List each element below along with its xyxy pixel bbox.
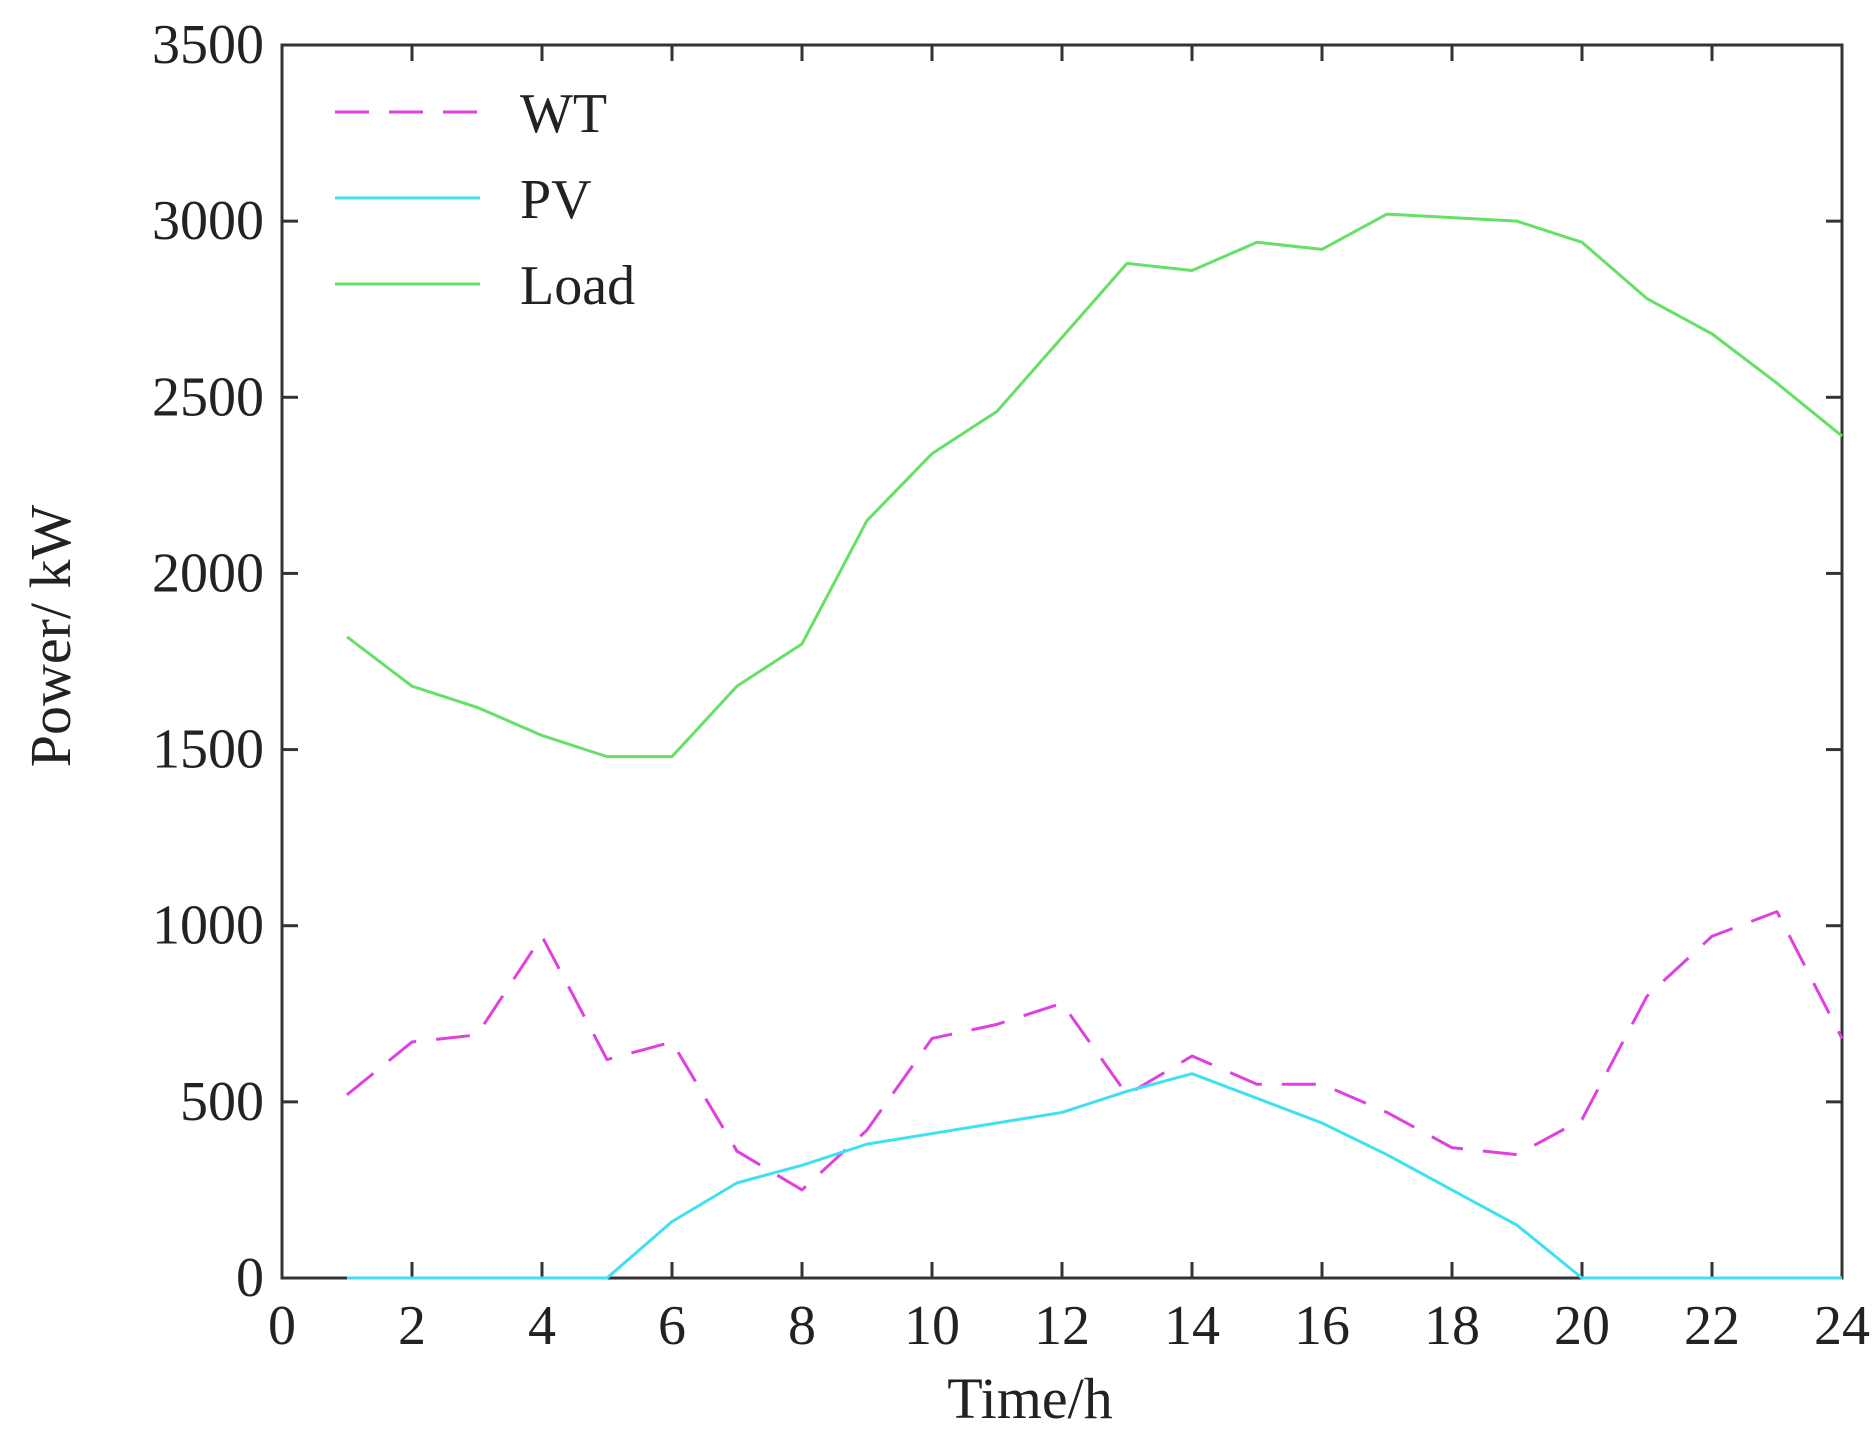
plot-frame — [280, 43, 1844, 1280]
x-tick-label: 6 — [658, 1295, 686, 1357]
y-tick-label: 0 — [236, 1247, 264, 1309]
x-axis: 0 2 4 6 8 10 12 14 16 18 20 22 24 — [268, 45, 1870, 1357]
x-tick-label: 10 — [904, 1295, 960, 1357]
x-tick-label: 14 — [1164, 1295, 1220, 1357]
y-tick-label: 1000 — [152, 895, 264, 957]
series-line-wt — [346, 910, 1844, 1192]
x-tick-label: 8 — [788, 1295, 816, 1357]
y-tick-label: 3000 — [152, 190, 264, 252]
series-line-pv — [347, 1072, 1842, 1280]
y-tick-label: 3500 — [152, 14, 264, 76]
y-axis-label: Power/ kW — [18, 504, 83, 767]
legend-label-wt: WT — [520, 83, 607, 145]
y-tick-label: 2000 — [152, 542, 264, 604]
y-tick-label: 2500 — [152, 366, 264, 428]
x-tick-label: 4 — [528, 1295, 556, 1357]
x-tick-label: 24 — [1814, 1295, 1870, 1357]
x-axis-label: Time/h — [947, 1366, 1112, 1431]
x-tick-label: 20 — [1554, 1295, 1610, 1357]
x-tick-label: 22 — [1684, 1295, 1740, 1357]
x-tick-label: 16 — [1294, 1295, 1350, 1357]
y-axis: 0 500 1000 1500 2000 2500 3000 3500 — [152, 14, 1842, 1309]
series-line-load — [346, 212, 1843, 759]
legend-label-pv: PV — [520, 169, 592, 231]
x-tick-label: 12 — [1034, 1295, 1090, 1357]
series-layer — [346, 212, 1844, 1280]
legend: WT PV Load — [335, 83, 635, 317]
x-tick-label: 0 — [268, 1295, 296, 1357]
y-tick-label: 1500 — [152, 719, 264, 781]
x-tick-label: 2 — [398, 1295, 426, 1357]
legend-label-load: Load — [520, 255, 635, 317]
y-tick-label: 500 — [180, 1071, 264, 1133]
x-tick-label: 18 — [1424, 1295, 1480, 1357]
